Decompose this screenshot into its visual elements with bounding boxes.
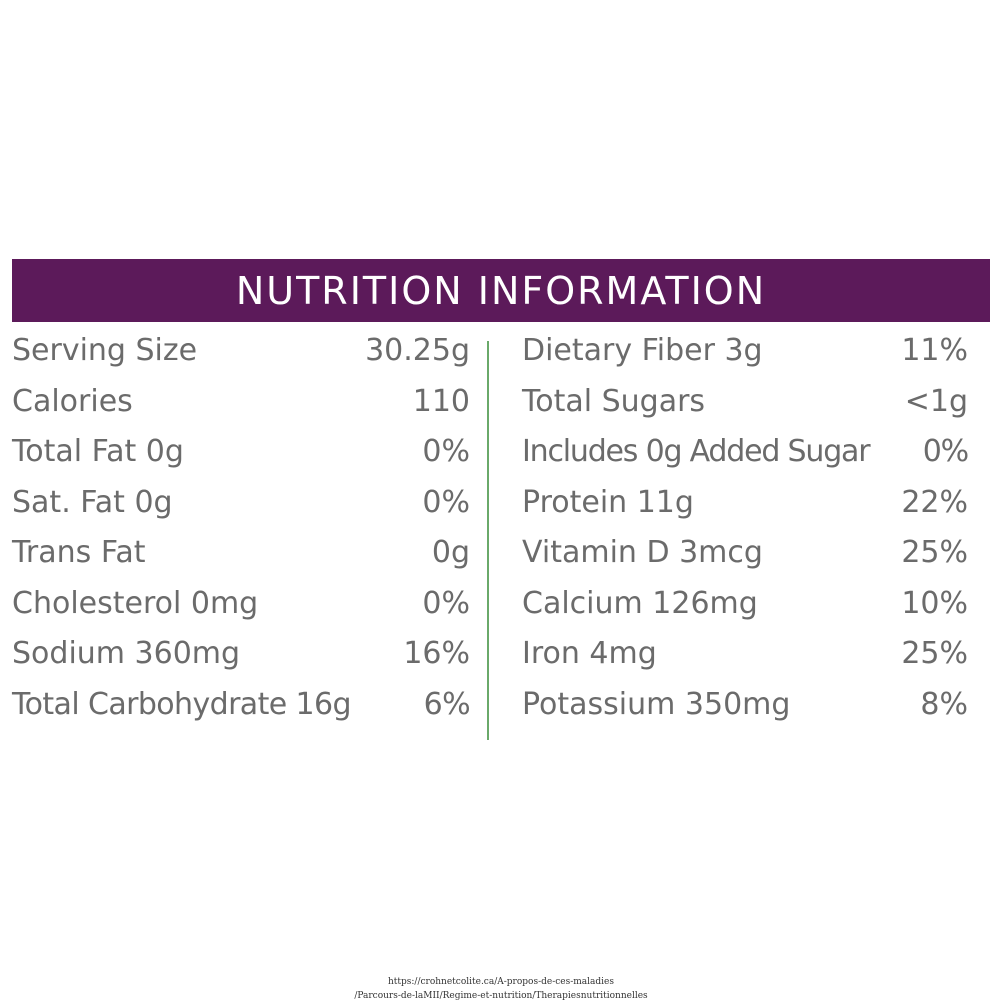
nutrient-label: Protein 11g <box>522 484 694 520</box>
nutrient-value: 8% <box>920 686 968 722</box>
nutrient-row: Protein 11g 22% <box>522 485 968 536</box>
nutrient-row: Sat. Fat 0g 0% <box>12 485 470 536</box>
page-title: NUTRITION INFORMATION <box>235 268 767 313</box>
nutrient-label: Calories <box>12 383 133 419</box>
nutrient-row: Total Carbohydrate 16g 6% <box>12 686 471 738</box>
nutrient-value: 0% <box>922 434 969 469</box>
nutrient-row: Calcium 126mg 10% <box>522 586 968 637</box>
nutrient-label: Dietary Fiber 3g <box>522 333 763 368</box>
source-url-line-2: /Parcours-de-laMII/Regime-et-nutrition/T… <box>354 991 648 1001</box>
nutrient-value: 10% <box>901 585 968 621</box>
nutrient-value: 22% <box>901 484 968 520</box>
nutrient-row: Calories 110 <box>12 384 470 435</box>
nutrient-row: Iron 4mg 25% <box>522 636 968 687</box>
nutrient-value: 30.25g <box>365 333 470 368</box>
nutrient-value: 0% <box>422 484 470 520</box>
title-banner: NUTRITION INFORMATION <box>12 259 990 322</box>
nutrient-row: Cholesterol 0mg 0% <box>12 586 470 637</box>
nutrient-value: 0% <box>422 434 470 469</box>
nutrient-row: Vitamin D 3mcg 25% <box>522 535 968 586</box>
nutrient-row: Total Fat 0g 0% <box>12 434 470 485</box>
nutrient-row: Serving Size 30.25g <box>12 333 470 384</box>
nutrient-value: 11% <box>901 333 968 368</box>
nutrient-row: Includes 0g Added Sugar 0% <box>522 434 969 485</box>
nutrient-row: Potassium 350mg 8% <box>522 687 968 738</box>
nutrient-row: Trans Fat 0g <box>12 535 470 586</box>
nutrient-label: Potassium 350mg <box>522 686 791 722</box>
source-url-line-1: https://crohnetcolite.ca/A-propos-de-ces… <box>387 977 614 987</box>
nutrient-label: Iron 4mg <box>522 636 657 671</box>
nutrient-value: 25% <box>901 636 968 671</box>
nutrition-left-column: Serving Size 30.25g Calories 110 Total F… <box>12 333 471 738</box>
nutrient-label: Total Carbohydrate 16g <box>12 686 352 722</box>
nutrient-label: Calcium 126mg <box>522 585 758 621</box>
nutrient-label: Serving Size <box>12 333 198 368</box>
nutrient-label: Trans Fat <box>12 535 146 570</box>
nutrient-value: 0% <box>422 585 470 621</box>
nutrient-label: Includes 0g Added Sugar <box>522 434 871 469</box>
nutrient-label: Vitamin D 3mcg <box>522 535 763 570</box>
nutrient-value: <1g <box>904 383 968 419</box>
nutrient-row: Sodium 360mg 16% <box>12 636 470 687</box>
nutrient-row: Dietary Fiber 3g 11% <box>522 333 968 384</box>
nutrient-label: Total Sugars <box>522 383 706 419</box>
nutrient-value: 0g <box>431 535 470 570</box>
nutrient-label: Sodium 360mg <box>12 636 241 671</box>
nutrient-label: Total Fat 0g <box>12 434 184 469</box>
column-divider <box>487 341 489 740</box>
nutrient-label: Sat. Fat 0g <box>12 484 173 520</box>
nutrition-right-column: Dietary Fiber 3g 11% Total Sugars <1g In… <box>522 333 969 738</box>
nutrient-value: 110 <box>412 383 470 419</box>
nutrient-value: 6% <box>423 686 471 722</box>
nutrient-value: 25% <box>901 535 968 570</box>
nutrient-value: 16% <box>403 636 470 671</box>
nutrient-row: Total Sugars <1g <box>522 384 968 435</box>
nutrient-label: Cholesterol 0mg <box>12 585 259 621</box>
